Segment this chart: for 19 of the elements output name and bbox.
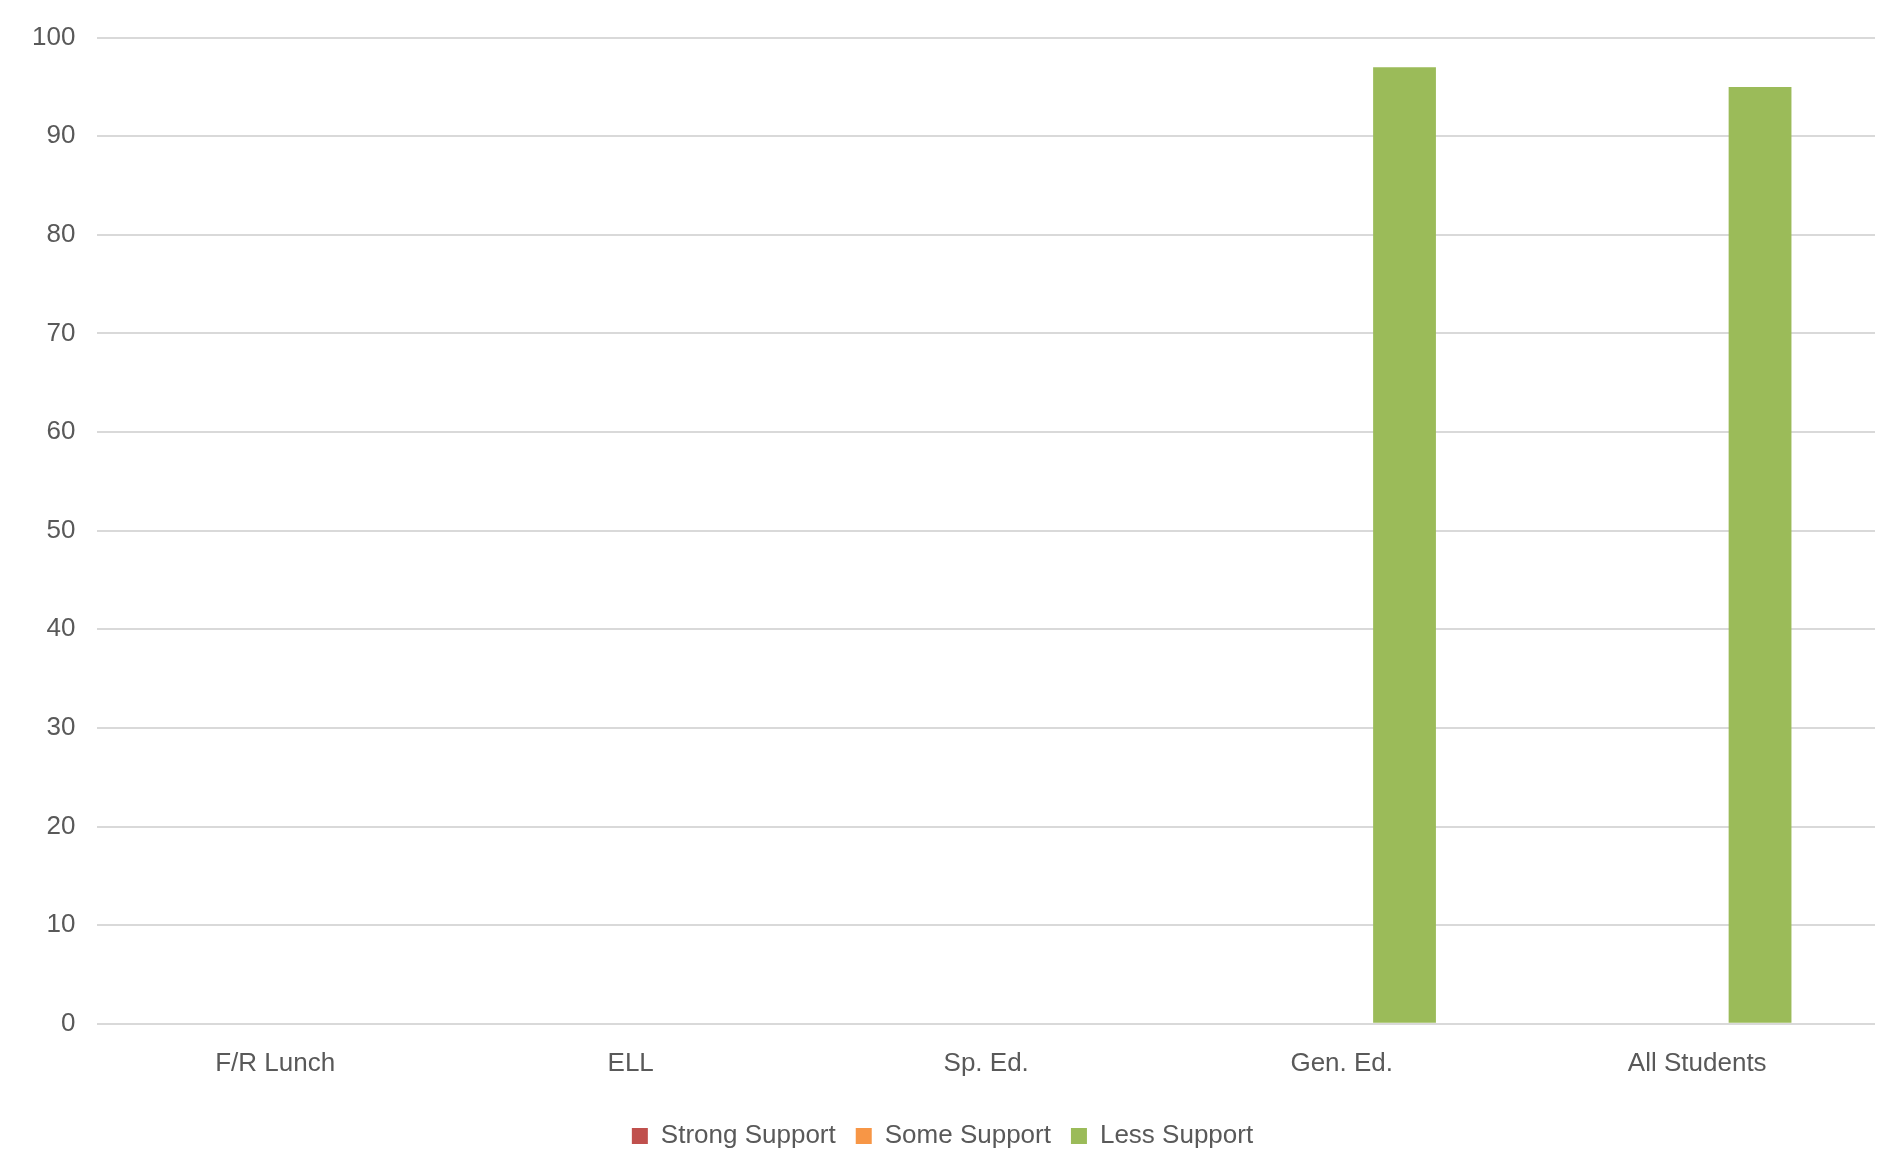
legend-label: Strong Support: [660, 1119, 837, 1150]
legend-label: Some Support: [884, 1119, 1052, 1150]
y-tick-label: 10: [46, 908, 76, 939]
x-tick-label: ELL: [607, 1046, 654, 1077]
x-tick-label: Gen. Ed.: [1290, 1046, 1394, 1077]
x-tick-label: Sp. Ed.: [943, 1046, 1029, 1077]
y-tick-label: 60: [46, 415, 76, 446]
y-tick-label: 70: [46, 316, 76, 347]
y-tick-label: 50: [46, 513, 76, 544]
x-tick-label: All Students: [1627, 1046, 1767, 1077]
y-tick-label: 0: [60, 1006, 76, 1037]
y-tick-label: 90: [46, 119, 76, 150]
y-tick-label: 20: [46, 809, 76, 840]
x-tick-label: F/R Lunch: [215, 1046, 336, 1077]
y-tick-label: 30: [46, 711, 76, 742]
legend-label: Less Support: [1099, 1119, 1254, 1150]
y-tick-label: 40: [46, 612, 76, 643]
y-tick-label: 80: [46, 218, 76, 249]
y-tick-label: 100: [31, 20, 76, 51]
